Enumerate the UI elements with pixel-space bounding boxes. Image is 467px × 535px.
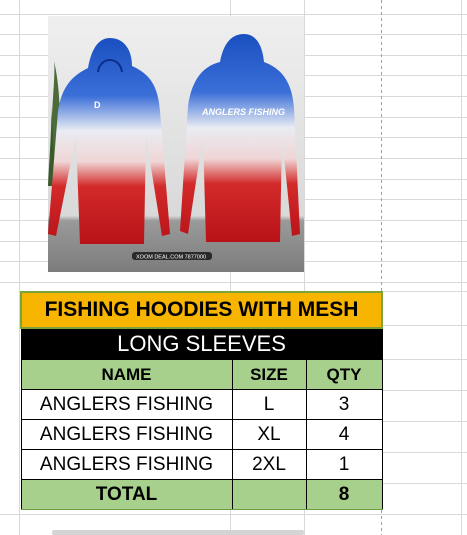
name-cell[interactable]: ANGLERS FISHING bbox=[20, 419, 233, 450]
size-cell[interactable]: XL bbox=[231, 419, 307, 450]
size-cell[interactable]: L bbox=[231, 389, 307, 420]
hoodie-front: D bbox=[48, 38, 170, 244]
table-title-cell[interactable]: FISHING HOODIES WITH MESH bbox=[20, 291, 383, 329]
horizontal-scrollbar[interactable] bbox=[52, 530, 304, 535]
product-photo: D ANGLERS FISHING XOOM DEAL.COM 7877000 bbox=[48, 16, 304, 272]
header-qty-cell[interactable]: QTY bbox=[305, 359, 383, 390]
svg-text:D: D bbox=[94, 100, 101, 110]
qty-cell[interactable]: 3 bbox=[305, 389, 383, 420]
qty-cell[interactable]: 4 bbox=[305, 419, 383, 450]
table-row: ANGLERS FISHING L 3 bbox=[20, 389, 383, 420]
name-cell[interactable]: ANGLERS FISHING bbox=[20, 449, 233, 480]
size-cell[interactable]: 2XL bbox=[231, 449, 307, 480]
back-print-text: ANGLERS FISHING bbox=[201, 107, 285, 117]
subtitle-row: LONG SLEEVES bbox=[20, 327, 383, 360]
total-size-cell[interactable] bbox=[231, 479, 307, 510]
total-row: TOTAL 8 bbox=[20, 479, 383, 510]
table-row: ANGLERS FISHING XL 4 bbox=[20, 419, 383, 450]
header-size-cell[interactable]: SIZE bbox=[231, 359, 307, 390]
watermark-text: XOOM DEAL.COM 7877000 bbox=[136, 255, 206, 261]
total-qty-cell[interactable]: 8 bbox=[305, 479, 383, 510]
header-name-cell[interactable]: NAME bbox=[20, 359, 233, 390]
table-row: ANGLERS FISHING 2XL 1 bbox=[20, 449, 383, 480]
table-subtitle-cell[interactable]: LONG SLEEVES bbox=[20, 327, 383, 360]
name-cell[interactable]: ANGLERS FISHING bbox=[20, 389, 233, 420]
title-row: FISHING HOODIES WITH MESH bbox=[20, 291, 383, 329]
total-label-cell[interactable]: TOTAL bbox=[20, 479, 233, 510]
header-row: NAME SIZE QTY bbox=[20, 359, 383, 390]
qty-cell[interactable]: 1 bbox=[305, 449, 383, 480]
order-table: FISHING HOODIES WITH MESH LONG SLEEVES N… bbox=[20, 291, 383, 510]
hoodie-back: ANGLERS FISHING bbox=[180, 34, 300, 242]
